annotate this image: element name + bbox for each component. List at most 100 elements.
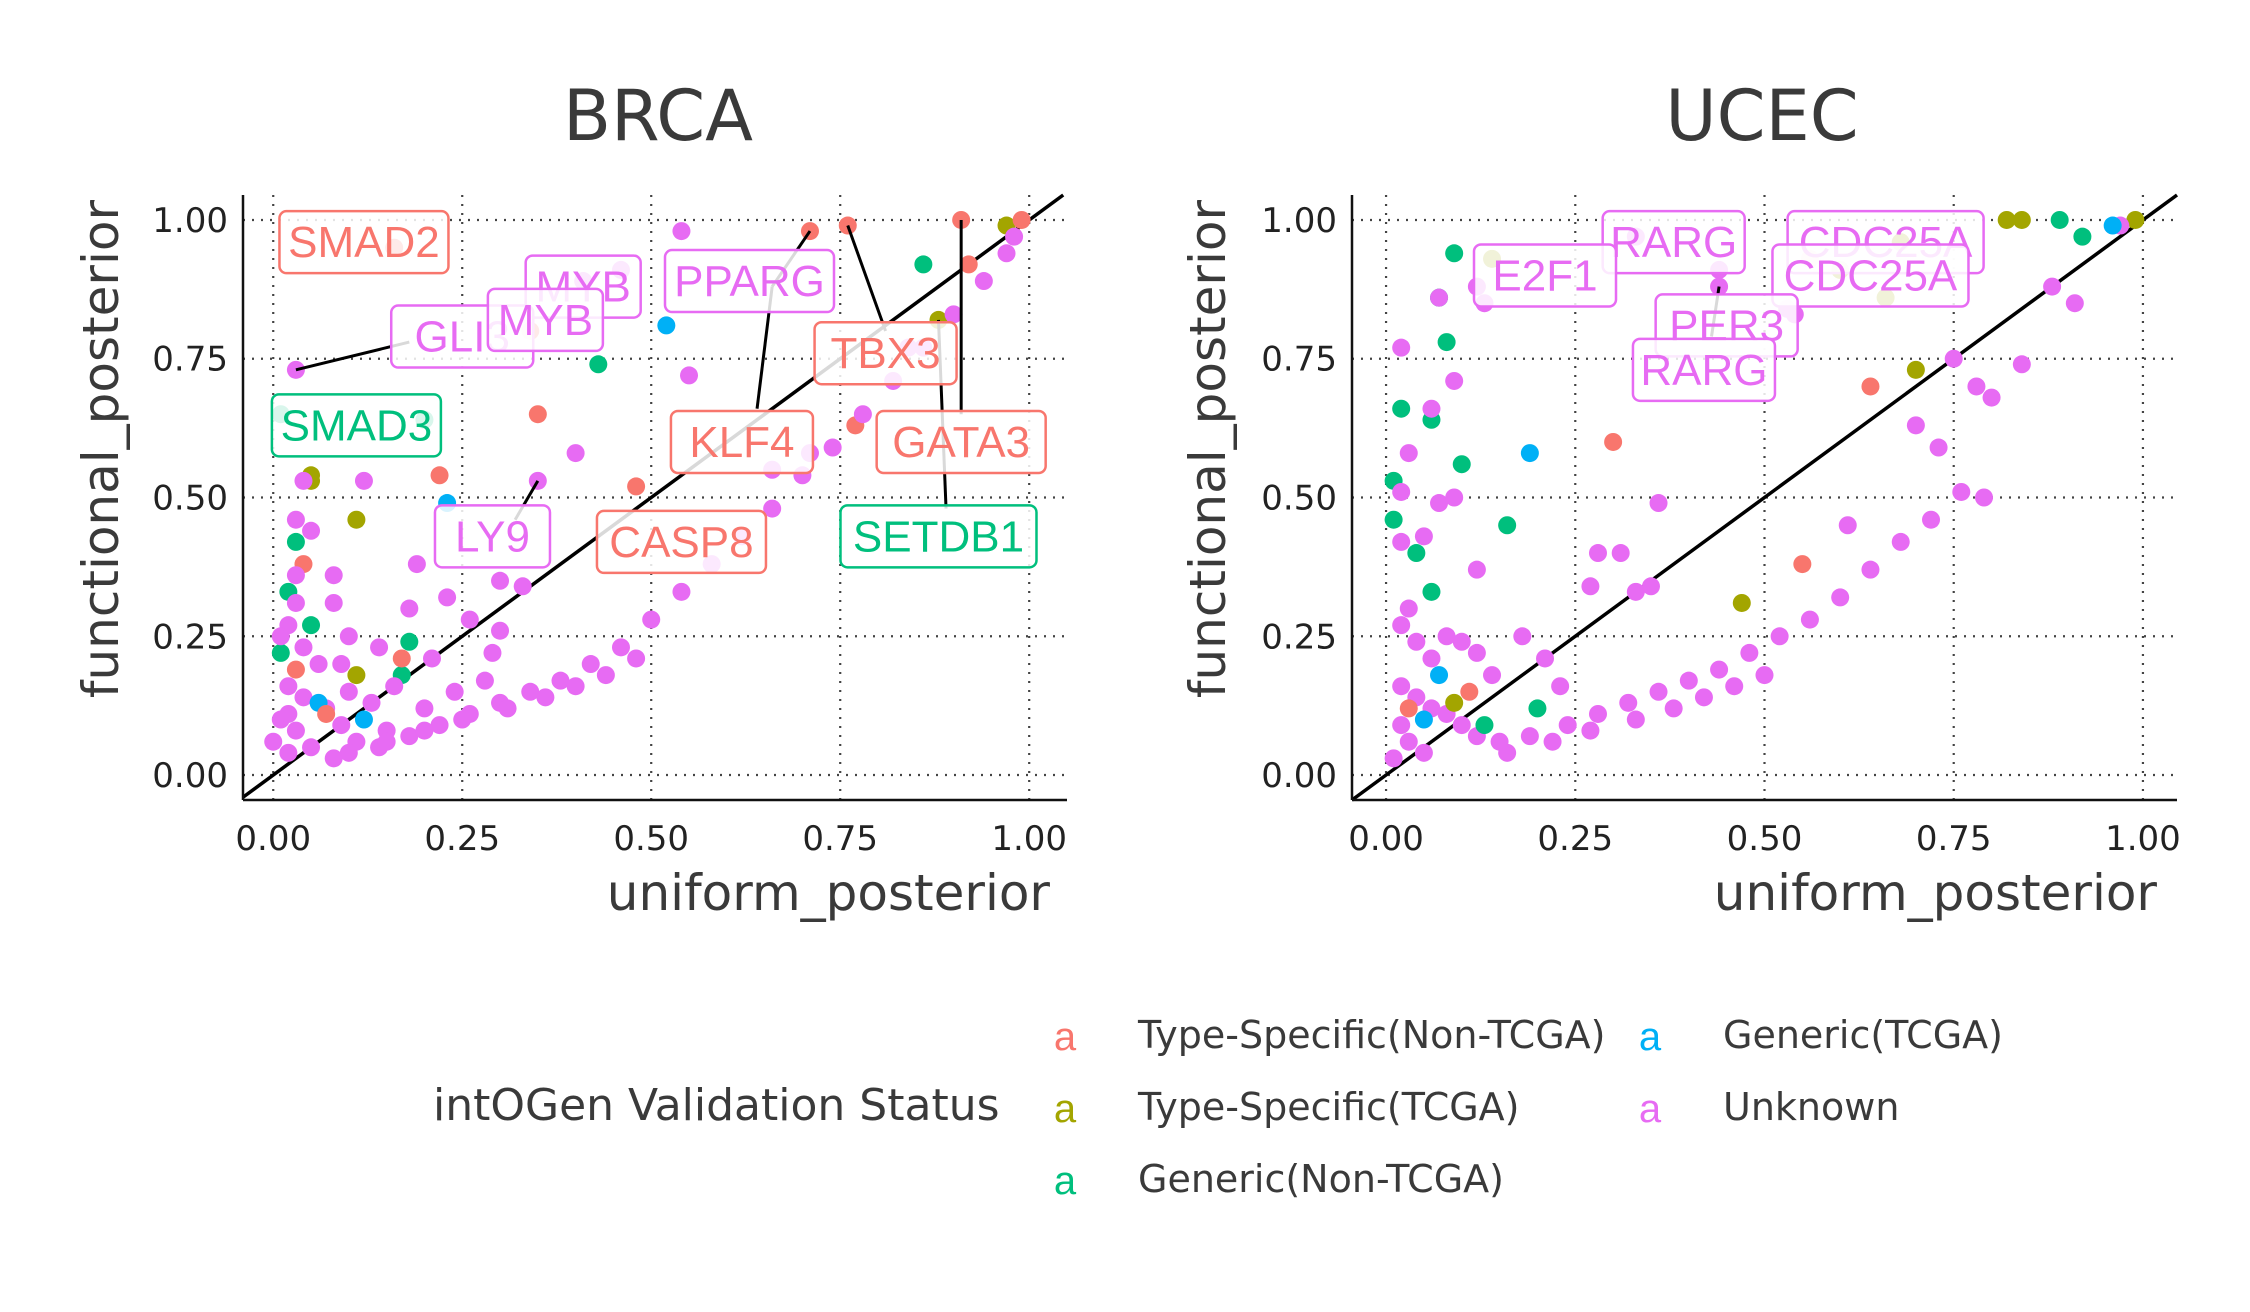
data-point xyxy=(1384,749,1403,768)
data-point xyxy=(294,471,313,490)
y-tick-label: 0.25 xyxy=(1261,617,1337,657)
data-point xyxy=(1732,593,1751,612)
data-point xyxy=(1520,444,1539,463)
legend-key: a xyxy=(1054,1015,1077,1059)
y-tick-label: 0.75 xyxy=(152,340,228,380)
data-point xyxy=(339,743,358,762)
data-point xyxy=(1619,693,1638,712)
data-point xyxy=(445,682,464,701)
diagonal-ucec xyxy=(1350,193,2179,802)
points-brca xyxy=(264,210,1031,768)
data-point xyxy=(642,610,661,629)
gene-label-text: SMAD2 xyxy=(288,218,440,267)
data-point xyxy=(680,366,699,385)
gene-label-box xyxy=(1631,337,1777,403)
data-point xyxy=(1740,643,1759,662)
legend-label: Type-Specific(TCGA) xyxy=(1137,1085,1520,1129)
data-point xyxy=(491,621,510,640)
data-point xyxy=(823,438,842,457)
gene-label-box xyxy=(433,504,552,569)
data-point xyxy=(627,477,646,496)
y-tick-label: 1.00 xyxy=(152,201,228,241)
data-point xyxy=(1399,732,1418,751)
data-point xyxy=(1422,582,1441,601)
data-point xyxy=(1392,716,1411,735)
data-point xyxy=(1399,699,1418,718)
data-point xyxy=(1793,555,1812,574)
data-point xyxy=(1460,682,1479,701)
data-point xyxy=(2073,227,2092,246)
gene-label-text: KLF4 xyxy=(689,418,794,467)
data-point xyxy=(286,532,305,551)
data-point xyxy=(438,588,457,607)
legend-label: Generic(TCGA) xyxy=(1723,1013,2003,1057)
data-point xyxy=(286,660,305,679)
data-point xyxy=(1861,560,1880,579)
data-point xyxy=(271,643,290,662)
gene-label-text: LY9 xyxy=(455,512,530,561)
data-point xyxy=(1392,532,1411,551)
gene-label-box xyxy=(875,409,1047,475)
data-point xyxy=(581,655,600,674)
legend-label: Generic(Non-TCGA) xyxy=(1138,1157,1504,1201)
gene-label: RARG xyxy=(1631,337,1777,403)
data-point xyxy=(1664,699,1683,718)
y-axis-title-brca: functional_posterior xyxy=(72,200,130,699)
data-point xyxy=(1755,666,1774,685)
data-point xyxy=(400,727,419,746)
y-tick-label: 0.25 xyxy=(152,617,228,657)
data-point xyxy=(377,732,396,751)
legend-key: a xyxy=(1054,1087,1077,1131)
data-point xyxy=(339,627,358,646)
data-point xyxy=(1944,349,1963,368)
gene-label-text: E2F1 xyxy=(1492,251,1597,300)
data-point xyxy=(1710,660,1729,679)
legend-key: a xyxy=(1054,1159,1077,1203)
data-point xyxy=(1430,666,1449,685)
data-point xyxy=(264,732,283,751)
legend-item: a Generic(Non-TCGA) xyxy=(1054,1157,1504,1203)
data-point xyxy=(309,655,328,674)
gene-label-text: GATA3 xyxy=(892,418,1030,467)
data-point xyxy=(415,699,434,718)
legend-label: Unknown xyxy=(1723,1085,1899,1129)
data-point xyxy=(1392,482,1411,501)
data-point xyxy=(354,471,373,490)
data-point xyxy=(453,710,472,729)
data-point xyxy=(1414,527,1433,546)
data-point xyxy=(370,638,389,657)
data-point xyxy=(483,643,502,662)
legend-item: a Type-Specific(Non-TCGA) xyxy=(1054,1013,1606,1059)
data-point xyxy=(528,405,547,424)
diagonal-brca xyxy=(241,193,1065,799)
data-point xyxy=(1831,588,1850,607)
gene-label-box xyxy=(663,248,836,314)
data-point xyxy=(1437,333,1456,352)
data-point xyxy=(1929,438,1948,457)
data-point xyxy=(339,682,358,701)
data-point xyxy=(1800,610,1819,629)
data-point xyxy=(1536,649,1555,668)
gene-label-box xyxy=(839,504,1038,569)
x-axis-title-ucec: uniform_posterior xyxy=(1714,864,2158,922)
legend-label: Type-Specific(Non-TCGA) xyxy=(1137,1013,1606,1057)
data-point xyxy=(1392,677,1411,696)
data-point xyxy=(1392,338,1411,357)
data-point xyxy=(657,316,676,335)
data-point xyxy=(1725,677,1744,696)
gene-label-text: SETDB1 xyxy=(853,512,1024,561)
data-point xyxy=(1399,599,1418,618)
data-point xyxy=(1649,494,1668,513)
data-point xyxy=(959,255,978,274)
data-point xyxy=(1952,482,1971,501)
data-point xyxy=(672,222,691,241)
gene-label-text: CASP8 xyxy=(609,518,753,567)
data-point xyxy=(1558,716,1577,735)
gene-label: SMAD2 xyxy=(278,209,450,275)
identity-line xyxy=(1350,193,2179,802)
data-point xyxy=(1445,244,1464,263)
data-point xyxy=(1694,688,1713,707)
